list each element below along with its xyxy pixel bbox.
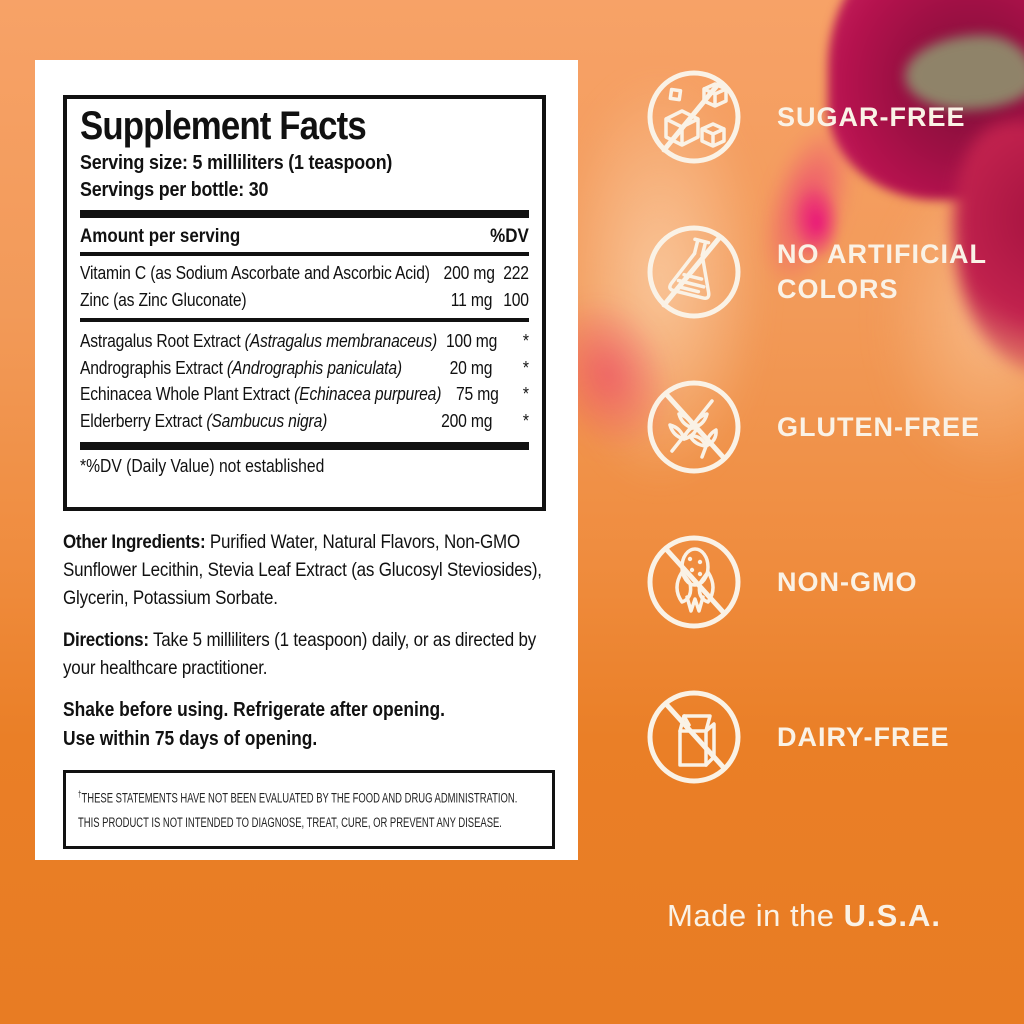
made-in-prefix: Made in the <box>667 898 844 933</box>
ingredient-amount: 11 mg <box>450 289 493 310</box>
dv-footnote: *%DV (Daily Value) not established <box>80 456 325 476</box>
badge-no-artificial-colors: NO ARTIFICIAL COLORS <box>644 222 1002 322</box>
ingredient-name: Andrographis Extract <box>80 357 227 378</box>
ingredient-dv: * <box>522 410 529 431</box>
other-ingredients-label: Other Ingredients: <box>63 531 206 553</box>
ingredient-latin-name: (Andrographis paniculata) <box>226 357 402 378</box>
badge-non-gmo: NON-GMO <box>644 532 1002 632</box>
storage-line-2: Use within 75 days of opening. <box>63 728 318 750</box>
gluten-free-icon <box>647 380 741 474</box>
divider-thin <box>80 252 529 256</box>
ingredient-latin-name: (Astragalus membranaceus) <box>244 331 438 351</box>
supplement-label-card: Supplement Facts Serving size: 5 millili… <box>35 60 578 860</box>
ingredient-latin-name: (Echinacea purpurea) <box>294 384 442 404</box>
ingredient-dv: * <box>522 384 529 404</box>
made-in-usa: Made in the U.S.A. <box>644 898 964 934</box>
supplement-facts-title: Supplement Facts <box>80 104 367 148</box>
badge-sugar-free: SUGAR-FREE <box>644 67 1002 167</box>
ingredient-name: Elderberry Extract <box>80 410 207 431</box>
divider-mid <box>80 318 529 322</box>
ingredient-name: Astragalus Root Extract <box>80 331 245 351</box>
ingredient-name: Vitamin C (as Sodium Ascorbate and Ascor… <box>80 263 430 283</box>
storage-instructions: Shake before using. Refrigerate after op… <box>63 696 555 754</box>
table-row: Echinacea Whole Plant Extract (Echinacea… <box>80 381 529 408</box>
ingredient-amount: 200 mg <box>441 410 493 431</box>
fda-disclaimer-box: †THESE STATEMENTS HAVE NOT BEEN EVALUATE… <box>63 770 555 849</box>
badge-label: SUGAR-FREE <box>777 101 966 132</box>
badge-label: GLUTEN-FREE <box>777 411 980 442</box>
divider-thick-bottom <box>80 442 529 450</box>
badge-label: NO ARTIFICIAL COLORS <box>777 239 987 304</box>
amount-per-serving-header: Amount per serving <box>80 225 241 247</box>
directions-text: Take 5 milliliters (1 teaspoon) daily, o… <box>63 629 537 679</box>
feature-badges: SUGAR-FREE NO ARTIFICIAL COLORS <box>644 67 1002 842</box>
other-ingredients-text: Purified Water, Natural Flavors, Non-GMO… <box>63 531 542 609</box>
table-row: Andrographis Extract (Andrographis panic… <box>80 355 529 382</box>
dv-header: %DV <box>490 225 529 247</box>
servings-per-bottle: Servings per bottle: 30 <box>80 178 269 201</box>
dairy-free-icon <box>647 690 741 784</box>
ingredient-dv: 100 <box>503 289 529 310</box>
no-sugar-icon <box>647 70 741 164</box>
table-row: Vitamin C (as Sodium Ascorbate and Ascor… <box>80 260 529 287</box>
table-row: Elderberry Extract (Sambucus nigra) 200 … <box>80 408 529 435</box>
badge-label: DAIRY-FREE <box>777 721 950 752</box>
directions-label: Directions: <box>63 629 149 651</box>
ingredient-amount: 20 mg <box>449 357 493 378</box>
badge-gluten-free: GLUTEN-FREE <box>644 377 1002 477</box>
ingredient-amount: 100 mg <box>446 331 498 351</box>
label-body-text: Other Ingredients: Purified Water, Natur… <box>63 528 555 849</box>
no-artificial-colors-icon <box>647 225 741 319</box>
ingredient-name: Echinacea Whole Plant Extract <box>80 384 295 404</box>
divider-thick <box>80 210 529 218</box>
table-row: Zinc (as Zinc Gluconate) 11 mg 100 <box>80 287 529 314</box>
supplement-facts-panel: Supplement Facts Serving size: 5 millili… <box>63 95 546 511</box>
table-row: Astragalus Root Extract (Astragalus memb… <box>80 328 529 355</box>
ingredient-dv: * <box>522 331 529 351</box>
ingredient-amount: 200 mg <box>443 263 495 283</box>
fda-disclaimer-text: †THESE STATEMENTS HAVE NOT BEEN EVALUATE… <box>78 789 518 830</box>
storage-line-1: Shake before using. Refrigerate after op… <box>63 699 445 721</box>
made-in-country: U.S.A. <box>843 898 941 933</box>
badge-dairy-free: DAIRY-FREE <box>644 687 1002 787</box>
badge-label: NON-GMO <box>777 566 918 597</box>
directions: Directions: Take 5 milliliters (1 teaspo… <box>63 626 555 682</box>
ingredient-dv: * <box>522 357 529 378</box>
ingredient-dv: 222 <box>503 263 529 283</box>
non-gmo-icon <box>647 535 741 629</box>
dagger-mark: † <box>78 789 82 799</box>
ingredient-amount: 75 mg <box>456 384 499 404</box>
other-ingredients: Other Ingredients: Purified Water, Natur… <box>63 528 555 612</box>
serving-size: Serving size: 5 milliliters (1 teaspoon) <box>80 151 393 174</box>
ingredient-name: Zinc (as Zinc Gluconate) <box>80 289 247 310</box>
ingredient-latin-name: (Sambucus nigra) <box>206 410 328 431</box>
